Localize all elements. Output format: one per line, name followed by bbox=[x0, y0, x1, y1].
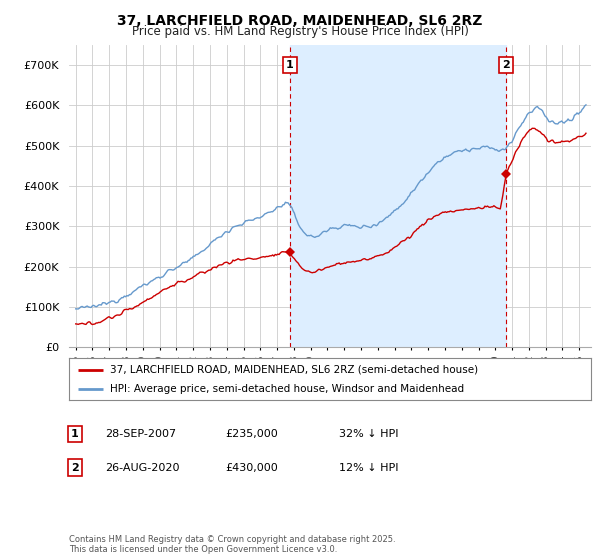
Text: 28-SEP-2007: 28-SEP-2007 bbox=[105, 429, 176, 439]
Bar bbox=[290, 45, 506, 347]
Text: 1: 1 bbox=[71, 429, 79, 439]
Text: 37, LARCHFIELD ROAD, MAIDENHEAD, SL6 2RZ: 37, LARCHFIELD ROAD, MAIDENHEAD, SL6 2RZ bbox=[118, 14, 482, 28]
Text: 12% ↓ HPI: 12% ↓ HPI bbox=[339, 463, 398, 473]
Text: 2: 2 bbox=[502, 60, 510, 70]
Text: £430,000: £430,000 bbox=[225, 463, 278, 473]
Text: Price paid vs. HM Land Registry's House Price Index (HPI): Price paid vs. HM Land Registry's House … bbox=[131, 25, 469, 38]
Text: 32% ↓ HPI: 32% ↓ HPI bbox=[339, 429, 398, 439]
Text: 37, LARCHFIELD ROAD, MAIDENHEAD, SL6 2RZ (semi-detached house): 37, LARCHFIELD ROAD, MAIDENHEAD, SL6 2RZ… bbox=[110, 365, 478, 375]
Text: 1: 1 bbox=[286, 60, 293, 70]
Text: 26-AUG-2020: 26-AUG-2020 bbox=[105, 463, 179, 473]
Text: HPI: Average price, semi-detached house, Windsor and Maidenhead: HPI: Average price, semi-detached house,… bbox=[110, 384, 464, 394]
Text: £235,000: £235,000 bbox=[225, 429, 278, 439]
Text: 2: 2 bbox=[71, 463, 79, 473]
Text: Contains HM Land Registry data © Crown copyright and database right 2025.
This d: Contains HM Land Registry data © Crown c… bbox=[69, 535, 395, 554]
